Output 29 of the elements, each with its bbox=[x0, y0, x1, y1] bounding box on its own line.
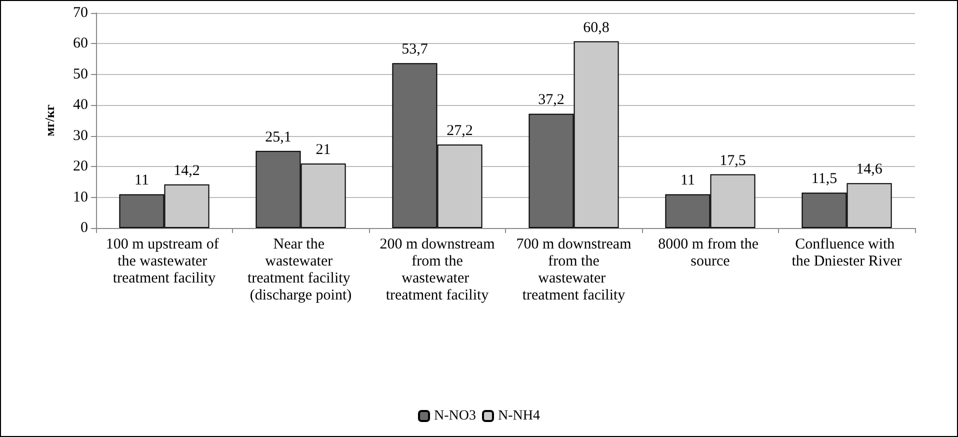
y-tick-label: 60 bbox=[73, 36, 88, 52]
legend-label: N-NH4 bbox=[498, 408, 540, 424]
legend-label: N-NO3 bbox=[434, 408, 476, 424]
x-tick-label: Confluence with the Dniester River bbox=[792, 236, 902, 270]
data-label: 60,8 bbox=[583, 20, 610, 36]
data-label: 14,6 bbox=[856, 162, 883, 178]
x-tick-label: Near the wastewater treatment facility (discharge point) bbox=[247, 236, 354, 304]
data-label: 37,2 bbox=[538, 92, 564, 108]
x-tick-label: 100 m upstream of the wastewater treatment facility bbox=[106, 236, 223, 286]
y-tick-label: 70 bbox=[73, 5, 88, 21]
data-label: 21 bbox=[316, 142, 331, 158]
data-label: 11 bbox=[134, 172, 149, 189]
y-tick-label: 50 bbox=[73, 66, 88, 82]
y-tick-label: 40 bbox=[73, 97, 88, 114]
data-label: 17,5 bbox=[720, 152, 746, 169]
data-label: 14,2 bbox=[174, 162, 200, 179]
y-axis-title: мг/кг bbox=[42, 104, 57, 136]
y-tick-label: 10 bbox=[73, 189, 88, 206]
data-label: 25,1 bbox=[265, 129, 292, 146]
x-tick-label: 700 m downstream from the wastewater treatment facility bbox=[516, 236, 632, 304]
x-tick-label: 200 m downstream from the wastewater treatment facility bbox=[380, 236, 496, 304]
y-tick-label: 0 bbox=[80, 220, 88, 236]
data-label: 11,5 bbox=[811, 171, 838, 188]
y-tick-label: 30 bbox=[73, 128, 88, 144]
y-tick-label: 20 bbox=[73, 158, 88, 175]
x-tick-label: 8000 m from the source bbox=[658, 236, 762, 270]
data-label: 53,7 bbox=[402, 42, 428, 58]
data-label: 11 bbox=[680, 172, 695, 189]
data-label: 27,2 bbox=[446, 122, 473, 139]
